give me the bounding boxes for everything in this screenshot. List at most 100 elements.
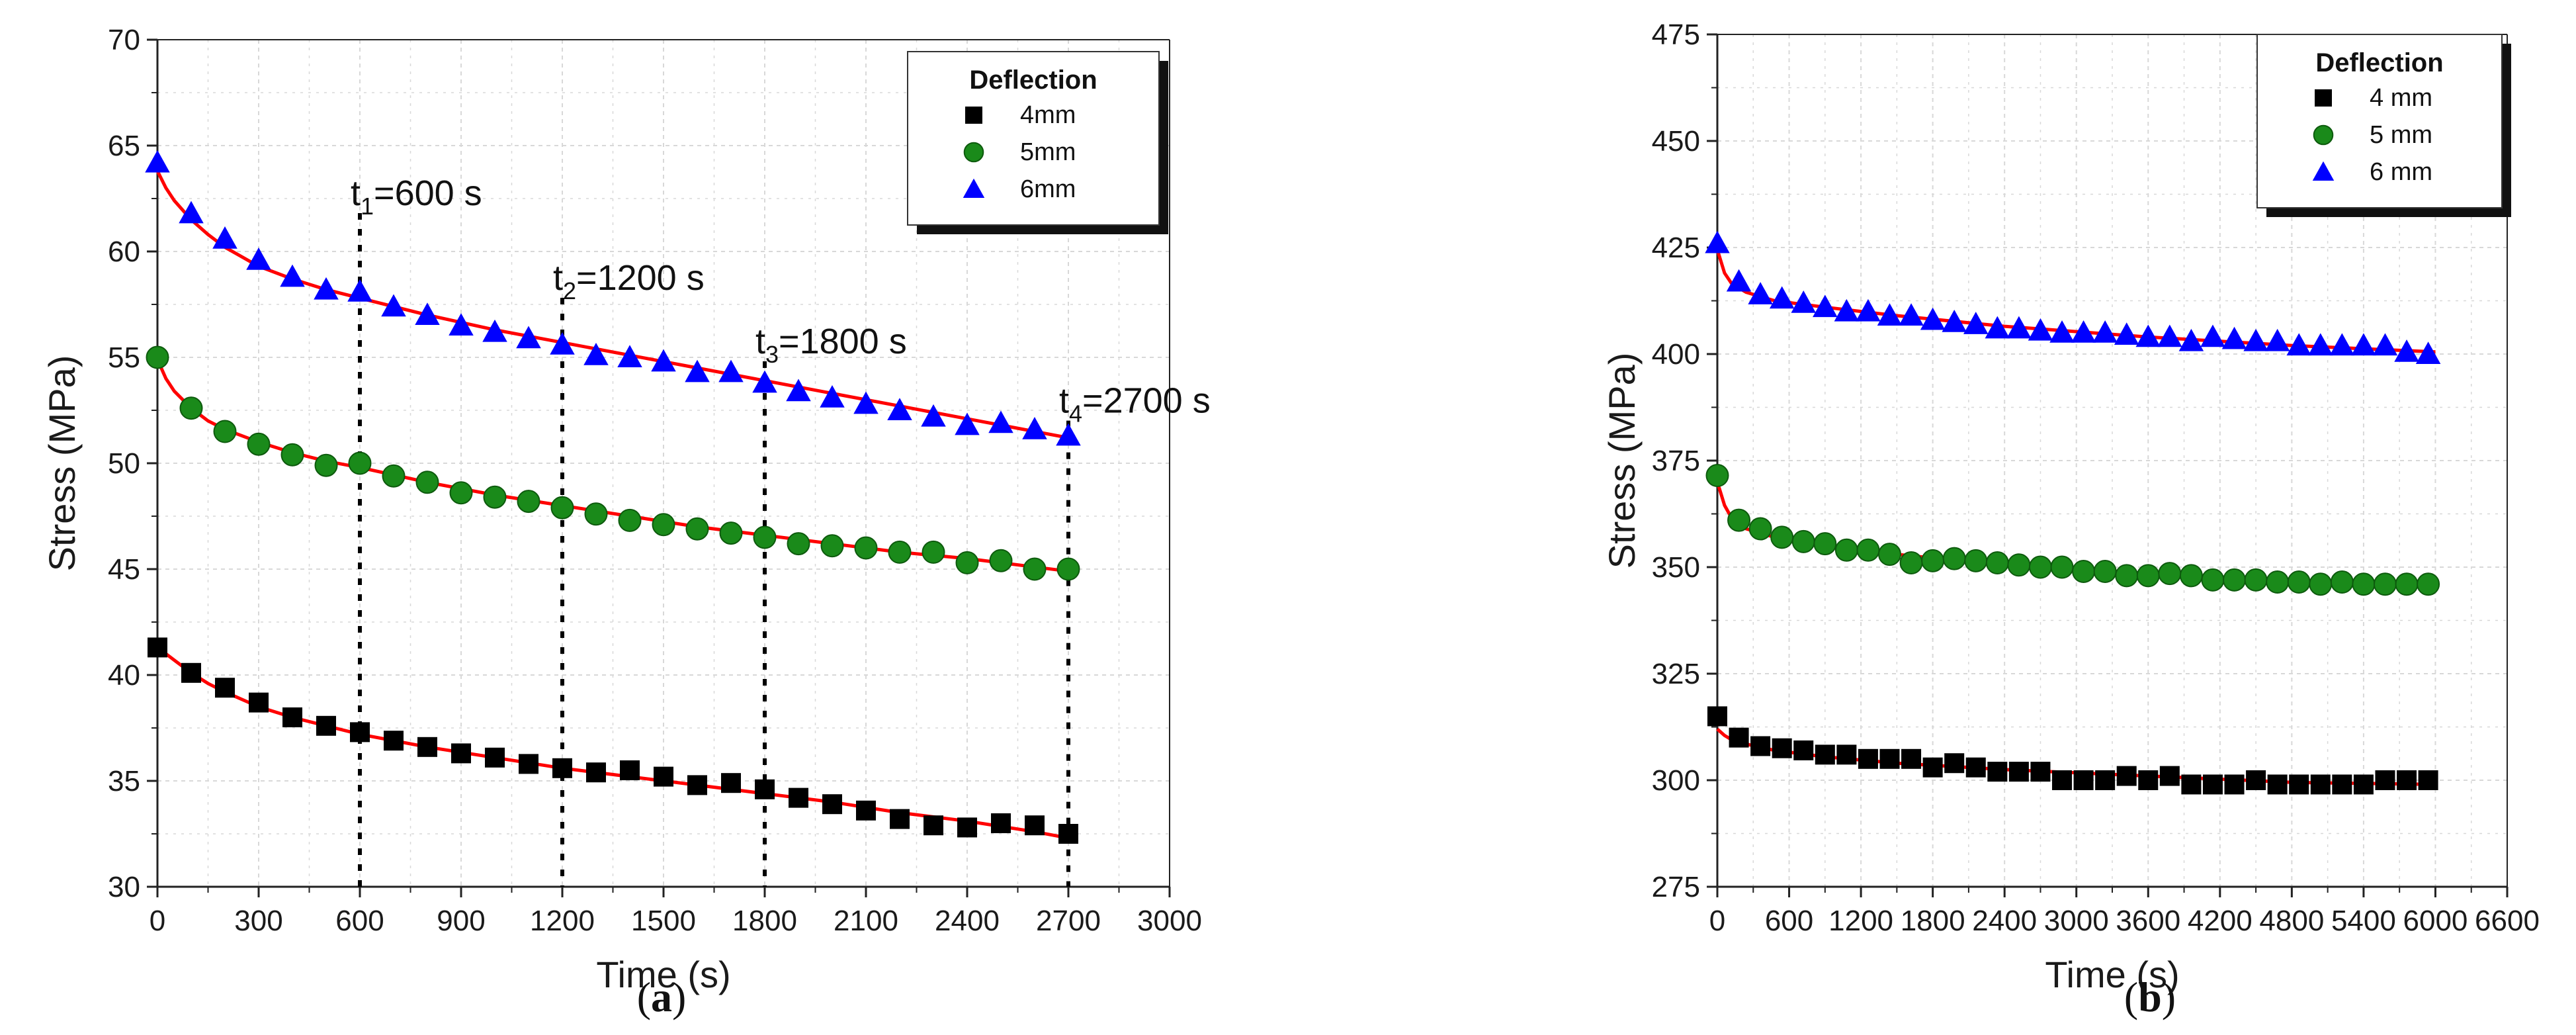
data-point [2200, 324, 2225, 347]
data-point [382, 464, 406, 488]
data-point [1901, 748, 1922, 769]
data-point [1985, 551, 2009, 575]
data-point [247, 432, 271, 456]
legend-marker [2312, 161, 2335, 181]
data-point [2114, 322, 2139, 345]
data-point [651, 349, 676, 372]
time-marker-label-value: =1800 s [779, 322, 907, 361]
data-point [617, 345, 642, 367]
data-point [249, 692, 269, 713]
data-point [1987, 762, 2008, 782]
time-marker-label-sub: 1 [361, 193, 374, 220]
x-tick-label: 1800 [732, 905, 797, 937]
data-point [955, 551, 979, 574]
data-point [1879, 748, 1900, 769]
data-point [1877, 303, 1903, 326]
data-point [280, 443, 304, 467]
data-point [2157, 324, 2182, 347]
y-tick-label: 50 [108, 447, 140, 480]
data-point [820, 534, 844, 558]
data-point [888, 540, 912, 564]
time-marker-label-value: =2700 s [1082, 381, 1211, 421]
data-point [1770, 525, 1794, 549]
series-triangle [1705, 230, 2441, 364]
data-point [2138, 770, 2159, 790]
y-tick-label: 275 [1652, 871, 1700, 903]
data-point [1944, 753, 1965, 774]
data-point [1878, 543, 1902, 566]
data-point [2159, 766, 2180, 786]
y-tick-label: 375 [1652, 445, 1700, 477]
data-point [1834, 298, 1860, 322]
data-point [2352, 572, 2376, 596]
data-point [753, 525, 777, 549]
data-point [2006, 316, 2032, 339]
x-tick-label: 1200 [1828, 905, 1893, 937]
data-point [415, 471, 439, 494]
legend-label: 6mm [1020, 175, 1076, 203]
legend-marker [963, 178, 985, 198]
data-point [2008, 762, 2029, 782]
legend-title: Deflection [2315, 48, 2443, 77]
legend-label: 4 mm [2370, 84, 2432, 112]
data-point [1920, 307, 1946, 330]
data-point [550, 496, 574, 519]
panel-caption: (a) [637, 973, 687, 1020]
data-point [955, 412, 980, 435]
data-point [618, 508, 642, 532]
y-tick-label: 425 [1652, 232, 1700, 264]
time-marker-label: t4=2700 s [1059, 381, 1211, 428]
data-point [1748, 282, 1773, 304]
series-square [148, 637, 1078, 844]
data-point [2332, 774, 2352, 795]
data-point [687, 775, 707, 795]
y-tick-label: 350 [1652, 551, 1700, 584]
data-point [2415, 341, 2441, 364]
data-point [2071, 320, 2096, 343]
data-point [921, 404, 946, 427]
panel-a-chart: 0 300 600 900 1200 1500 1800 2100 2400 2700 3000 30… [41, 24, 1211, 1020]
data-point [2351, 333, 2376, 356]
data-point [1985, 316, 2010, 339]
x-tick-label: 1200 [530, 905, 595, 937]
data-point [2116, 766, 2137, 786]
data-point [517, 490, 540, 514]
data-point [1769, 286, 1795, 309]
data-point [2178, 328, 2204, 351]
data-point [1707, 706, 1727, 727]
caption-open-paren: ( [637, 973, 651, 1020]
data-point [786, 379, 811, 402]
data-point [1791, 290, 1817, 313]
time-marker-label-sub: 2 [563, 277, 576, 304]
data-point [316, 715, 336, 736]
data-point [755, 779, 775, 799]
data-point [213, 420, 237, 443]
data-point [1856, 298, 1881, 322]
caption-close-paren: ) [2162, 973, 2176, 1020]
data-point [2266, 570, 2290, 594]
time-marker-label-t: t [553, 258, 563, 298]
y-axis-title: Stress (MPa) [41, 355, 83, 572]
x-tick-label: 2400 [1972, 905, 2037, 937]
data-point [652, 513, 675, 537]
x-tick-label: 2700 [1036, 905, 1101, 937]
data-point [2289, 774, 2309, 795]
legend: Deflection 4mm 5mm 6mm [907, 51, 1168, 234]
time-marker-label: t2=1200 s [553, 258, 705, 304]
y-tick-label: 325 [1652, 658, 1700, 690]
data-point [2375, 770, 2395, 790]
y-tick-label: 55 [108, 341, 140, 374]
data-point [719, 521, 743, 545]
data-point [2030, 762, 2051, 782]
data-point [2049, 320, 2075, 343]
data-point [1772, 738, 1792, 758]
time-marker: t1=600 s [351, 173, 482, 887]
x-tick-label: 600 [335, 905, 384, 937]
data-point [586, 762, 606, 783]
data-point [2353, 774, 2374, 795]
data-point [2286, 333, 2311, 356]
x-tick-label: 3000 [1137, 905, 1202, 937]
data-point [1750, 736, 1771, 756]
x-tick-label: 3000 [2044, 905, 2109, 937]
